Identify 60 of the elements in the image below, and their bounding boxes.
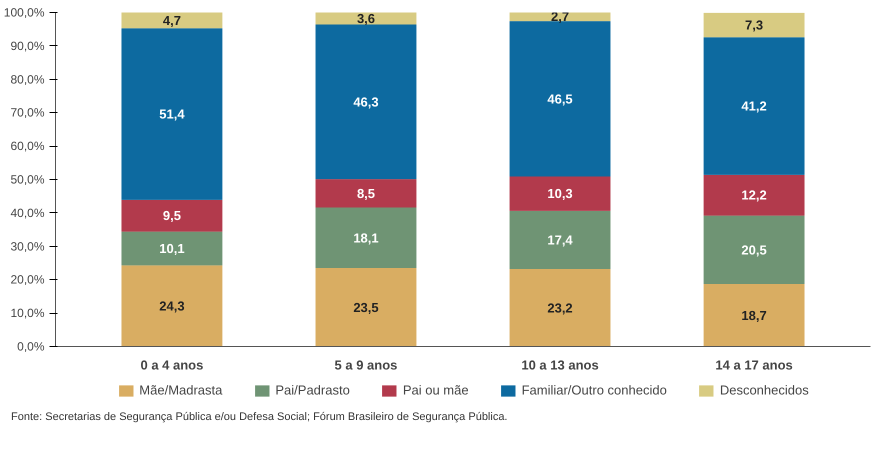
bar (121, 28, 222, 200)
data-label: 24,3 (159, 298, 185, 314)
data-label: 46,3 (353, 94, 379, 110)
data-label: 46,5 (547, 91, 573, 106)
data-label: 18,1 (353, 230, 379, 246)
legend-label: Familiar/Outro conhecido (522, 382, 667, 398)
legend-label: Desconhecidos (720, 382, 809, 398)
bar (704, 174, 805, 216)
x-tick-label: 5 a 9 anos (334, 358, 398, 372)
bar (316, 268, 416, 346)
data-label: 9,5 (162, 208, 181, 224)
y-tick-label: 100,0% (4, 6, 45, 20)
bar (510, 269, 610, 346)
legend-label: Pai/Padrasto (275, 382, 350, 398)
bar (704, 12, 805, 38)
x-tick-label: 14 a 17 anos (715, 358, 793, 372)
data-label: 12,2 (741, 188, 767, 203)
bar (510, 12, 610, 22)
data-label: 41,2 (741, 98, 767, 114)
bar (316, 24, 416, 180)
y-tick-label: 50,0% (10, 172, 45, 186)
data-label: 17,4 (547, 232, 574, 248)
y-tick-label: 0,0% (17, 340, 45, 354)
source-note: Fonte: Secretarias de Segurança Pública e/ou Defesa Social; Fórum Brasileiro de Segurança Pública. (11, 410, 508, 425)
data-label: 10,3 (547, 186, 573, 202)
data-label: 51,4 (159, 106, 186, 122)
data-label: 4,7 (162, 12, 181, 28)
bar (121, 12, 222, 28)
bar (704, 284, 805, 346)
legend-label: Pai ou mãe (402, 382, 469, 398)
bar (121, 200, 222, 232)
data-label: 23,2 (547, 300, 573, 316)
data-label: 18,7 (741, 308, 767, 323)
legend-label: Mãe/Madrasta (139, 382, 222, 398)
y-tick-label: 20,0% (10, 272, 45, 287)
y-tick-label: 70,0% (10, 106, 45, 120)
bar (704, 37, 805, 175)
bar (121, 265, 222, 346)
y-tick-label: 60,0% (10, 139, 45, 154)
bar (121, 232, 222, 266)
bar (510, 210, 610, 270)
x-tick-label: 0 a 4 anos (140, 358, 204, 372)
data-label: 8,5 (356, 186, 376, 201)
data-label: 7,3 (745, 18, 764, 33)
data-label: 3,6 (356, 11, 376, 26)
bar (510, 21, 610, 176)
bar (704, 216, 805, 284)
bar (316, 208, 416, 268)
y-tick-label: 40,0% (10, 206, 45, 220)
y-tick-label: 10,0% (10, 306, 45, 320)
x-tick-label: 10 a 13 anos (521, 358, 599, 372)
data-label: 10,1 (159, 240, 185, 256)
y-tick-label: 90,0% (10, 38, 45, 53)
y-tick-label: 80,0% (10, 72, 45, 86)
data-label: 23,5 (353, 300, 379, 315)
data-label: 20,5 (741, 242, 767, 258)
bar (316, 179, 416, 208)
bar (510, 176, 610, 211)
bar (316, 12, 416, 25)
y-tick-label: 30,0% (10, 239, 45, 254)
